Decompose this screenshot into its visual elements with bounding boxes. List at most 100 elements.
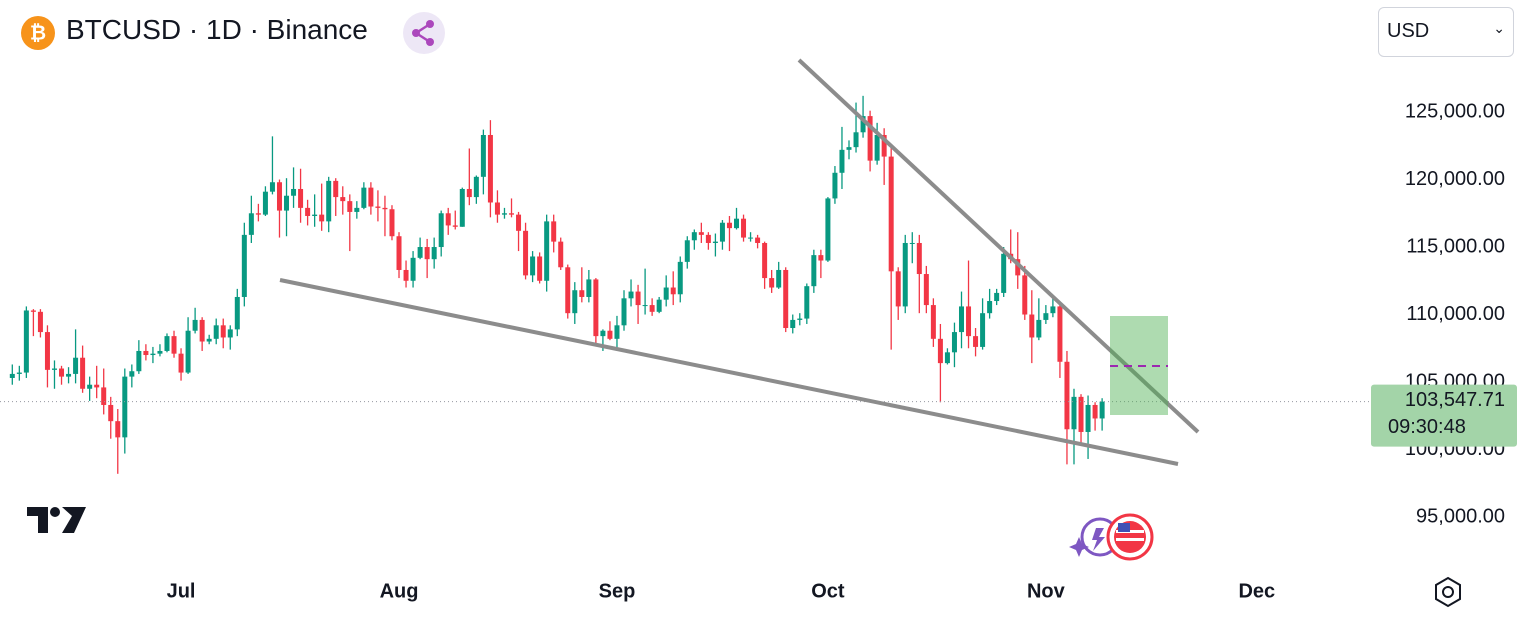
candle-body <box>206 338 212 342</box>
candle-body <box>487 134 493 203</box>
candle-body <box>509 213 515 215</box>
candle-body <box>860 116 866 133</box>
candle-body <box>628 291 634 299</box>
candle-body <box>9 373 15 378</box>
candle-body <box>1022 275 1028 315</box>
currency: USD <box>1387 20 1430 42</box>
candle-body <box>319 214 325 222</box>
candle-body <box>530 256 536 276</box>
candle-body <box>790 319 796 329</box>
candle-body <box>424 247 430 260</box>
y-tick-label: 110,000.00 <box>1406 303 1505 325</box>
candle-body <box>1071 396 1077 430</box>
candle-body <box>73 357 79 374</box>
candle-body <box>94 384 100 388</box>
candle-body <box>783 269 789 329</box>
candle-body <box>516 214 522 231</box>
candle-body <box>403 269 409 281</box>
candle-body <box>980 313 986 347</box>
candle-body <box>298 188 304 208</box>
candle-body <box>459 188 465 227</box>
candle-body <box>255 213 261 215</box>
event-icons <box>1069 513 1154 561</box>
candle-body <box>663 287 669 300</box>
candle-body <box>670 287 676 295</box>
candle-body <box>684 240 690 262</box>
candle-body <box>853 132 859 148</box>
candle-body <box>951 332 957 353</box>
candle-body <box>944 352 950 364</box>
candle-body <box>417 247 423 258</box>
candle-body <box>326 180 332 222</box>
candle-body <box>241 234 247 297</box>
candle-body <box>312 214 318 216</box>
candle-body <box>396 236 402 270</box>
candle-body <box>621 298 627 326</box>
candle-body <box>811 255 817 287</box>
candle-body <box>473 176 479 198</box>
candle-body <box>776 269 782 288</box>
candle-body <box>171 336 177 354</box>
candle-body <box>881 134 887 157</box>
currency-select[interactable]: USD ⌄ <box>1378 7 1514 57</box>
candle-body <box>157 350 163 354</box>
candle-body <box>1050 306 1056 314</box>
candle-body <box>129 371 135 377</box>
candle-body <box>726 222 732 229</box>
candle-body <box>51 368 57 370</box>
candle-body <box>220 325 226 338</box>
candle-body <box>452 225 458 227</box>
candle-body <box>769 278 775 288</box>
candle-body <box>705 234 711 243</box>
countdown: 09:30:48 <box>1388 416 1466 438</box>
candle-body <box>291 188 297 196</box>
candle-body <box>44 332 50 370</box>
plot <box>0 95 1370 474</box>
x-tick-label: Nov <box>1027 580 1066 602</box>
svg-text:₿: ₿ <box>30 22 46 44</box>
candle-body <box>762 242 768 279</box>
candle-body <box>333 180 339 198</box>
trend-line <box>279 278 1179 466</box>
x-tick-label: Sep <box>599 580 636 602</box>
candle-body <box>565 267 571 314</box>
last-price-label: 103,547.71 <box>1405 389 1505 411</box>
y-tick-label: 120,000.00 <box>1405 168 1505 190</box>
candle-body <box>909 242 915 244</box>
candle-body <box>199 319 205 342</box>
candle-body <box>30 310 36 312</box>
y-tick-label: 125,000.00 <box>1405 100 1505 122</box>
candle-body <box>1057 306 1063 362</box>
share-button[interactable] <box>403 12 445 54</box>
candle-body <box>642 305 648 307</box>
candle-body <box>734 218 740 229</box>
candle-body <box>1099 401 1105 419</box>
candle-body <box>635 291 641 306</box>
candle-body <box>987 301 993 314</box>
candle-body <box>902 242 908 307</box>
candle-body <box>445 213 451 226</box>
candle-body <box>1064 361 1070 430</box>
candle-body <box>677 261 683 295</box>
trend-line <box>797 58 1200 434</box>
candle-body <box>825 198 831 261</box>
candle-body <box>523 230 529 276</box>
candle-body <box>572 290 578 314</box>
candle-body <box>16 372 22 374</box>
candle-body <box>973 336 979 347</box>
candle-body <box>656 299 662 312</box>
candle-body <box>150 353 156 356</box>
candle-body <box>1085 404 1091 432</box>
x-tick-label: Jul <box>167 580 196 602</box>
candle-body <box>185 330 191 373</box>
settings-icon[interactable] <box>1435 576 1461 608</box>
candle-body <box>916 242 922 275</box>
candle-body <box>818 255 824 261</box>
candle-body <box>1001 253 1007 293</box>
candle-body <box>937 338 943 364</box>
candle-body <box>804 286 810 319</box>
candle-body <box>305 207 311 216</box>
candle-body <box>600 330 606 337</box>
candle-body <box>262 191 268 215</box>
